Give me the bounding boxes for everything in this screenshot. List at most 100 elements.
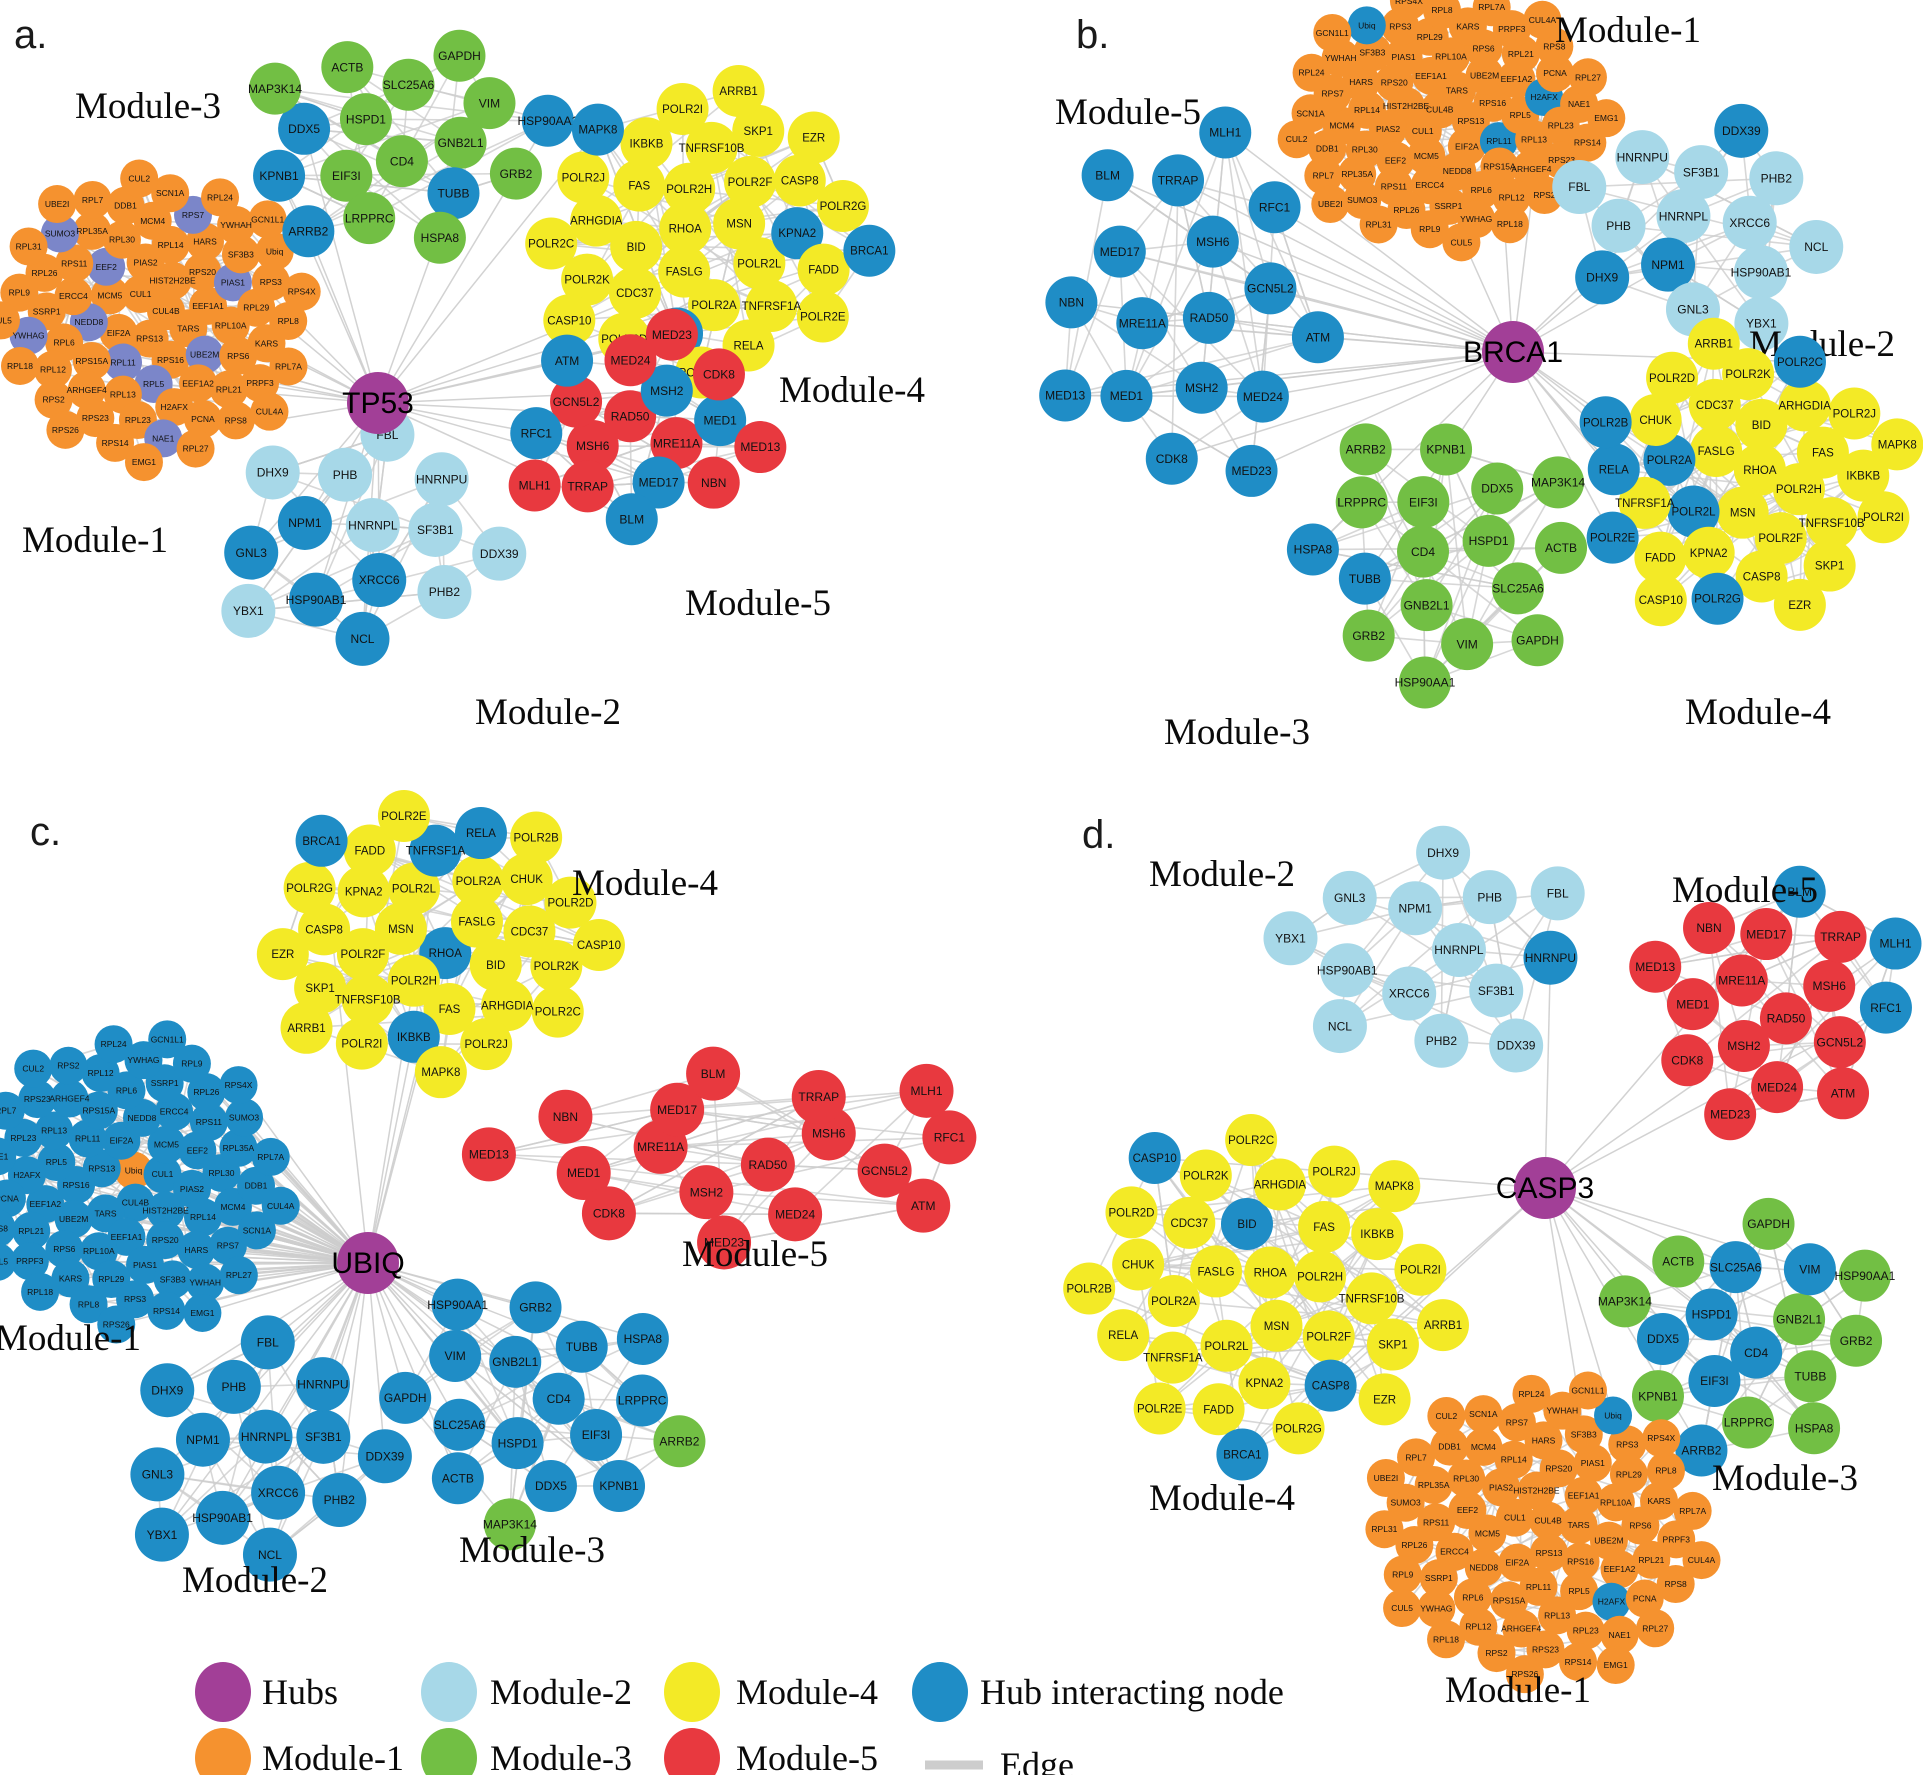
node-ARHGDIA xyxy=(1253,1158,1306,1211)
node-RPS7 xyxy=(208,1226,247,1265)
node-label-PCNA: PCNA xyxy=(191,414,215,424)
node-GNL3 xyxy=(130,1447,185,1502)
node-POLR2J xyxy=(1308,1145,1361,1198)
node-PCNA xyxy=(183,399,222,438)
node-label-GCN5L2: GCN5L2 xyxy=(1816,1035,1863,1049)
node-MED17 xyxy=(632,456,685,509)
panel-letter-d: d. xyxy=(1082,813,1115,857)
node-label-DDB1: DDB1 xyxy=(1438,1442,1461,1452)
node-label-CUL2: CUL2 xyxy=(1286,134,1308,144)
node-label-TARS: TARS xyxy=(177,323,199,333)
node-label-YWHAH: YWHAH xyxy=(220,220,252,230)
module-title-module-3: Module-3 xyxy=(459,1530,605,1571)
node-label-RAD50: RAD50 xyxy=(1190,311,1229,325)
node-label-HNRNPL: HNRNPL xyxy=(241,1430,291,1444)
node-label-SCN1A: SCN1A xyxy=(1469,1409,1498,1419)
node-RPL13 xyxy=(1538,1596,1577,1635)
node-label-POLR2A: POLR2A xyxy=(456,876,502,888)
node-label-RPS26: RPS26 xyxy=(52,425,79,435)
node-FAS xyxy=(423,983,476,1036)
node-label-RPL7: RPL7 xyxy=(1313,171,1335,181)
node-label-POLR2C: POLR2C xyxy=(528,239,574,251)
node-label-RFC1: RFC1 xyxy=(521,426,553,440)
node-label-POLR2H: POLR2H xyxy=(391,976,437,988)
legend-swatch-hubs xyxy=(195,1662,251,1722)
node-LRPPRC xyxy=(1722,1396,1775,1449)
node-label-NBN: NBN xyxy=(553,1110,578,1124)
node-label-ARHGDIA: ARHGDIA xyxy=(1779,400,1832,412)
node-label-MCM4: MCM4 xyxy=(140,216,165,226)
node-NPM1 xyxy=(277,495,332,550)
node-GRB2 xyxy=(509,1281,562,1334)
node-label-EIF2A: EIF2A xyxy=(1506,1558,1530,1568)
node-RPL5 xyxy=(37,1143,76,1182)
node-label-ARHGDIA: ARHGDIA xyxy=(570,216,623,228)
module-node-labels: CD4 HSPD1 GNB2L1 EIF3I SLC25A6 TUBB DDX5 VIM LRP… xyxy=(248,49,579,245)
node-label-POLR2A: POLR2A xyxy=(691,300,737,312)
node-label-GNB2L1: GNB2L1 xyxy=(492,1355,538,1369)
node-label-MLH1: MLH1 xyxy=(1879,937,1911,951)
module-nodes xyxy=(1579,317,1923,631)
node-label-RELA: RELA xyxy=(466,828,496,840)
node-POLR2F xyxy=(1754,512,1807,565)
node-label-CUL4A: CUL4A xyxy=(267,1201,295,1211)
node-label-YWHAH: YWHAH xyxy=(1325,53,1357,63)
node-label-RPS8: RPS8 xyxy=(225,415,247,425)
node-HSPA8 xyxy=(616,1313,669,1366)
node-YWHAH xyxy=(1543,1391,1582,1430)
node-label-CD4: CD4 xyxy=(1744,1346,1768,1360)
node-label-MED17: MED17 xyxy=(1100,245,1140,259)
node-label-RPL35A: RPL35A xyxy=(1418,1480,1450,1490)
node-FASLG xyxy=(1190,1245,1243,1298)
node-CDK8 xyxy=(1661,1034,1714,1087)
node-MSH6 xyxy=(1803,959,1856,1012)
node-label-LRPPRC: LRPPRC xyxy=(1724,1416,1773,1430)
node-RPL21 xyxy=(12,1211,51,1250)
node-label-RPL7A: RPL7A xyxy=(275,361,302,371)
node-EIF2A xyxy=(99,313,138,352)
node-label-CDK8: CDK8 xyxy=(1671,1053,1703,1067)
node-label-KARS: KARS xyxy=(1456,21,1479,31)
node-label-RPL24: RPL24 xyxy=(1518,1389,1544,1399)
node-POLR2I xyxy=(1394,1243,1447,1296)
node-label-NPM1: NPM1 xyxy=(186,1433,220,1447)
node-label-RAD50: RAD50 xyxy=(749,1158,788,1172)
node-label-CUL5: CUL5 xyxy=(0,315,12,325)
node-label-RFC1: RFC1 xyxy=(934,1131,966,1145)
node-label-RPL11: RPL11 xyxy=(75,1133,101,1143)
node-RFC1 xyxy=(922,1110,977,1165)
node-label-RPL18: RPL18 xyxy=(27,1287,53,1297)
node-label-RPS15A: RPS15A xyxy=(1483,161,1516,171)
node-DHX9 xyxy=(140,1363,195,1418)
module-nodes xyxy=(1039,106,1344,497)
node-FBL xyxy=(240,1315,295,1370)
node-label-ARRB2: ARRB2 xyxy=(288,224,328,238)
node-label-ERCC4: ERCC4 xyxy=(1415,180,1444,190)
node-label-MED24: MED24 xyxy=(1243,390,1283,404)
node-label-NPM1: NPM1 xyxy=(1651,258,1685,272)
node-label-RPL35A: RPL35A xyxy=(1341,169,1373,179)
node-POLR2J xyxy=(557,151,610,204)
node-CD4 xyxy=(375,135,428,188)
node-label-ACTB: ACTB xyxy=(1662,1255,1694,1269)
node-CASP8 xyxy=(1304,1359,1357,1412)
node-GCN1L1 xyxy=(1313,13,1352,52)
node-PHB xyxy=(1462,870,1517,925)
node-label-RPL27: RPL27 xyxy=(1642,1623,1668,1633)
node-RPS26 xyxy=(97,1305,136,1344)
node-label-PHB2: PHB2 xyxy=(429,585,461,599)
node-KPNB1 xyxy=(253,149,306,202)
node-label-EMG1: EMG1 xyxy=(132,457,156,467)
node-label-TNFRSF1A: TNFRSF1A xyxy=(742,301,802,313)
node-label-NEDD8: NEDD8 xyxy=(1469,1562,1498,1572)
node-H2AFX xyxy=(155,388,194,427)
node-HNRNPU xyxy=(295,1357,350,1412)
node-GAPDH xyxy=(1742,1197,1795,1250)
node-label-SLC25A6: SLC25A6 xyxy=(434,1418,486,1432)
node-label-RPS7: RPS7 xyxy=(217,1241,239,1251)
node-HSPD1 xyxy=(491,1417,544,1470)
node-label-RPL21: RPL21 xyxy=(18,1226,44,1236)
module-title-module-1: Module-1 xyxy=(1445,1670,1591,1711)
node-PIAS1 xyxy=(1573,1444,1612,1483)
